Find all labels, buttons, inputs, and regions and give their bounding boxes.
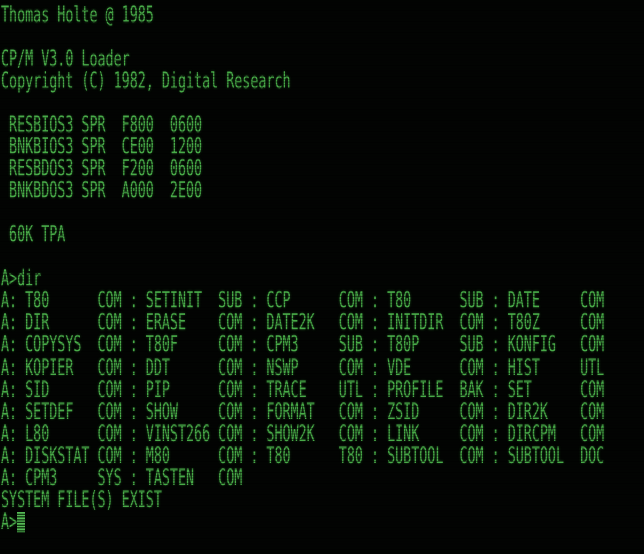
directory-row: A: DIR COM : ERASE COM : DATE2K COM : IN… [1, 313, 644, 336]
module-load-line-bnkbios3: BNKBIOS3 SPR CE00 1200 [1, 137, 644, 160]
shell-prompt: A> [1, 510, 17, 535]
module-load-line-resbios3: RESBIOS3 SPR F800 0600 [1, 115, 644, 138]
banner-line: Thomas Holte @ 1985 [1, 5, 644, 28]
copyright-line: Copyright (C) 1982, Digital Research [1, 71, 644, 94]
directory-row: A: SID COM : PIP COM : TRACE UTL : PROFI… [1, 379, 644, 402]
directory-row: A: DISKSTAT COM : M80 COM : T80 T80 : SU… [1, 445, 644, 468]
directory-row: A: T80 COM : SETINIT SUB : CCP COM : T80… [1, 291, 644, 314]
directory-row: A: SETDEF COM : SHOW COM : FORMAT COM : … [1, 401, 644, 424]
text-cursor [17, 511, 26, 532]
directory-row: A: COPYSYS COM : T80F COM : CPM3 SUB : T… [1, 335, 644, 358]
tpa-size-line: 60K TPA [1, 225, 644, 248]
module-load-line-bnkbdos3: BNKBDOS3 SPR A000 2E00 [1, 181, 644, 204]
loader-title-line: CP/M V3.0 Loader [1, 49, 644, 72]
prompt-line: A> [1, 510, 644, 535]
module-load-line-resbdos3: RESBDOS3 SPR F200 0600 [1, 159, 644, 182]
terminal-text: Thomas Holte @ 1985 CP/M V3.0 Loader Cop… [1, 5, 644, 534]
status-line: SYSTEM FILE(S) EXIST [1, 489, 644, 512]
directory-row: A: KOPIER COM : DDT COM : NSWP COM : VDE… [1, 357, 644, 380]
command-line-dir: A>dir [1, 269, 644, 292]
directory-row: A: L80 COM : VINST266 COM : SHOW2K COM :… [1, 423, 644, 446]
directory-row: A: CPM3 SYS : TASTEN COM [1, 467, 644, 490]
